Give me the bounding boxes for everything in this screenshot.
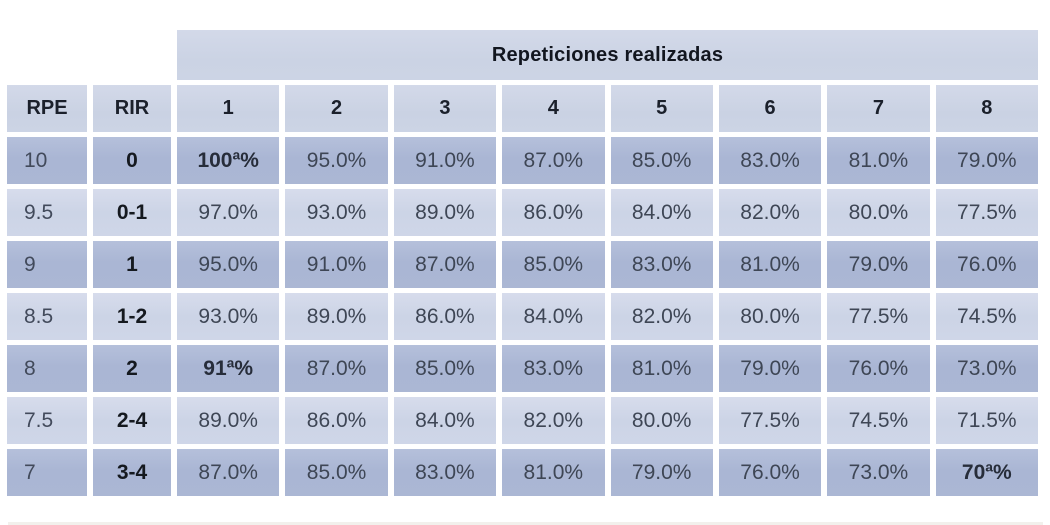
percentage-cell: 79.0%	[610, 449, 713, 496]
percentage-cell: 81.0%	[718, 241, 822, 288]
percentage-cell: 85.0%	[393, 345, 497, 392]
percentage-cell: 83.0%	[393, 449, 497, 496]
table-row-rpe-7.5: 7.5 2-4 89.0% 86.0% 84.0% 82.0% 80.0% 77.5% 74.5…	[7, 397, 1038, 444]
rir-cell: 0	[93, 137, 171, 184]
col-header-2: 2	[285, 85, 388, 132]
percentage-cell: 91.0%	[393, 137, 497, 184]
rir-cell: 2-4	[93, 397, 171, 444]
percentage-cell: 95.0%	[177, 241, 280, 288]
percentage-cell: 97.0%	[177, 189, 280, 236]
col-header-6: 6	[718, 85, 822, 132]
table-row-rpe-9.5: 9.5 0-1 97.0% 93.0% 89.0% 86.0% 84.0% 82.0% 80.0…	[7, 189, 1038, 236]
percentage-cell: 85.0%	[502, 241, 605, 288]
percentage-cell: 83.0%	[718, 137, 822, 184]
percentage-cell: 80.0%	[718, 293, 822, 340]
percentage-cell: 80.0%	[610, 397, 713, 444]
percentage-cell: 83.0%	[502, 345, 605, 392]
rir-cell: 2	[93, 345, 171, 392]
percentage-cell: 73.0%	[935, 345, 1038, 392]
rpe-table: Repeticiones realizadas RPE RIR 1 2 3 4 5 6 7 8 1…	[1, 25, 1044, 501]
rir-cell: 1	[93, 241, 171, 288]
rpe-cell: 8.5	[7, 293, 87, 340]
percentage-cell: 95.0%	[285, 137, 388, 184]
table-row-rpe-8: 8 2 91ª% 87.0% 85.0% 83.0% 81.0% 79.0% 76.0% 73.0…	[7, 345, 1038, 392]
rpe-cell: 8	[7, 345, 87, 392]
percentage-cell: 84.0%	[502, 293, 605, 340]
percentage-cell: 84.0%	[393, 397, 497, 444]
percentage-cell: 86.0%	[285, 397, 388, 444]
percentage-cell: 84.0%	[610, 189, 713, 236]
percentage-cell: 82.0%	[502, 397, 605, 444]
col-header-4: 4	[502, 85, 605, 132]
percentage-cell: 77.5%	[718, 397, 822, 444]
percentage-cell: 83.0%	[610, 241, 713, 288]
percentage-cell: 80.0%	[827, 189, 930, 236]
percentage-cell: 81.0%	[502, 449, 605, 496]
col-header-3: 3	[393, 85, 497, 132]
percentage-cell: 73.0%	[827, 449, 930, 496]
rpe-cell: 7	[7, 449, 87, 496]
rpe-cell: 7.5	[7, 397, 87, 444]
percentage-cell: 93.0%	[177, 293, 280, 340]
table-row-rpe-7: 7 3-4 87.0% 85.0% 83.0% 81.0% 79.0% 76.0% 73.0% 7…	[7, 449, 1038, 496]
percentage-cell: 91.0%	[285, 241, 388, 288]
percentage-cell: 81.0%	[827, 137, 930, 184]
percentage-cell: 71.5%	[935, 397, 1038, 444]
rpe-cell: 10	[7, 137, 87, 184]
percentage-cell: 87.0%	[177, 449, 280, 496]
table-row-rpe-10: 10 0 100ª% 95.0% 91.0% 87.0% 85.0% 83.0% 81.0% 79…	[7, 137, 1038, 184]
blank-cell	[93, 30, 171, 80]
percentage-cell: 79.0%	[718, 345, 822, 392]
rir-cell: 0-1	[93, 189, 171, 236]
percentage-cell: 77.5%	[935, 189, 1038, 236]
rpe-cell: 9.5	[7, 189, 87, 236]
percentage-cell: 85.0%	[610, 137, 713, 184]
percentage-cell: 93.0%	[285, 189, 388, 236]
percentage-cell: 87.0%	[285, 345, 388, 392]
percentage-cell: 76.0%	[827, 345, 930, 392]
col-header-1: 1	[177, 85, 280, 132]
percentage-cell: 91ª%	[177, 345, 280, 392]
percentage-cell: 70ª%	[935, 449, 1038, 496]
table-row-rpe-9: 9 1 95.0% 91.0% 87.0% 85.0% 83.0% 81.0% 79.0% 76.…	[7, 241, 1038, 288]
rpe-percentage-chart: Repeticiones realizadas RPE RIR 1 2 3 4 5 6 7 8 1…	[0, 25, 1050, 525]
percentage-cell: 86.0%	[393, 293, 497, 340]
col-header-5: 5	[610, 85, 713, 132]
percentage-cell: 89.0%	[177, 397, 280, 444]
rpe-cell: 9	[7, 241, 87, 288]
col-header-8: 8	[935, 85, 1038, 132]
percentage-cell: 74.5%	[935, 293, 1038, 340]
percentage-cell: 86.0%	[502, 189, 605, 236]
col-header-7: 7	[827, 85, 930, 132]
bottom-divider	[8, 522, 1043, 525]
col-header-rir: RIR	[93, 85, 171, 132]
percentage-cell: 87.0%	[393, 241, 497, 288]
col-header-rpe: RPE	[7, 85, 87, 132]
percentage-cell: 82.0%	[718, 189, 822, 236]
table-title-row: Repeticiones realizadas	[7, 30, 1038, 80]
percentage-cell: 85.0%	[285, 449, 388, 496]
percentage-cell: 100ª%	[177, 137, 280, 184]
percentage-cell: 79.0%	[827, 241, 930, 288]
rir-cell: 3-4	[93, 449, 171, 496]
percentage-cell: 79.0%	[935, 137, 1038, 184]
percentage-cell: 81.0%	[610, 345, 713, 392]
rir-cell: 1-2	[93, 293, 171, 340]
percentage-cell: 89.0%	[393, 189, 497, 236]
percentage-cell: 77.5%	[827, 293, 930, 340]
percentage-cell: 87.0%	[502, 137, 605, 184]
percentage-cell: 82.0%	[610, 293, 713, 340]
table-row-rpe-8.5: 8.5 1-2 93.0% 89.0% 86.0% 84.0% 82.0% 80.0% 77.5…	[7, 293, 1038, 340]
percentage-cell: 76.0%	[718, 449, 822, 496]
table-title: Repeticiones realizadas	[177, 30, 1038, 80]
column-header-row: RPE RIR 1 2 3 4 5 6 7 8	[7, 85, 1038, 132]
percentage-cell: 89.0%	[285, 293, 388, 340]
percentage-cell: 74.5%	[827, 397, 930, 444]
percentage-cell: 76.0%	[935, 241, 1038, 288]
blank-cell	[7, 30, 87, 80]
